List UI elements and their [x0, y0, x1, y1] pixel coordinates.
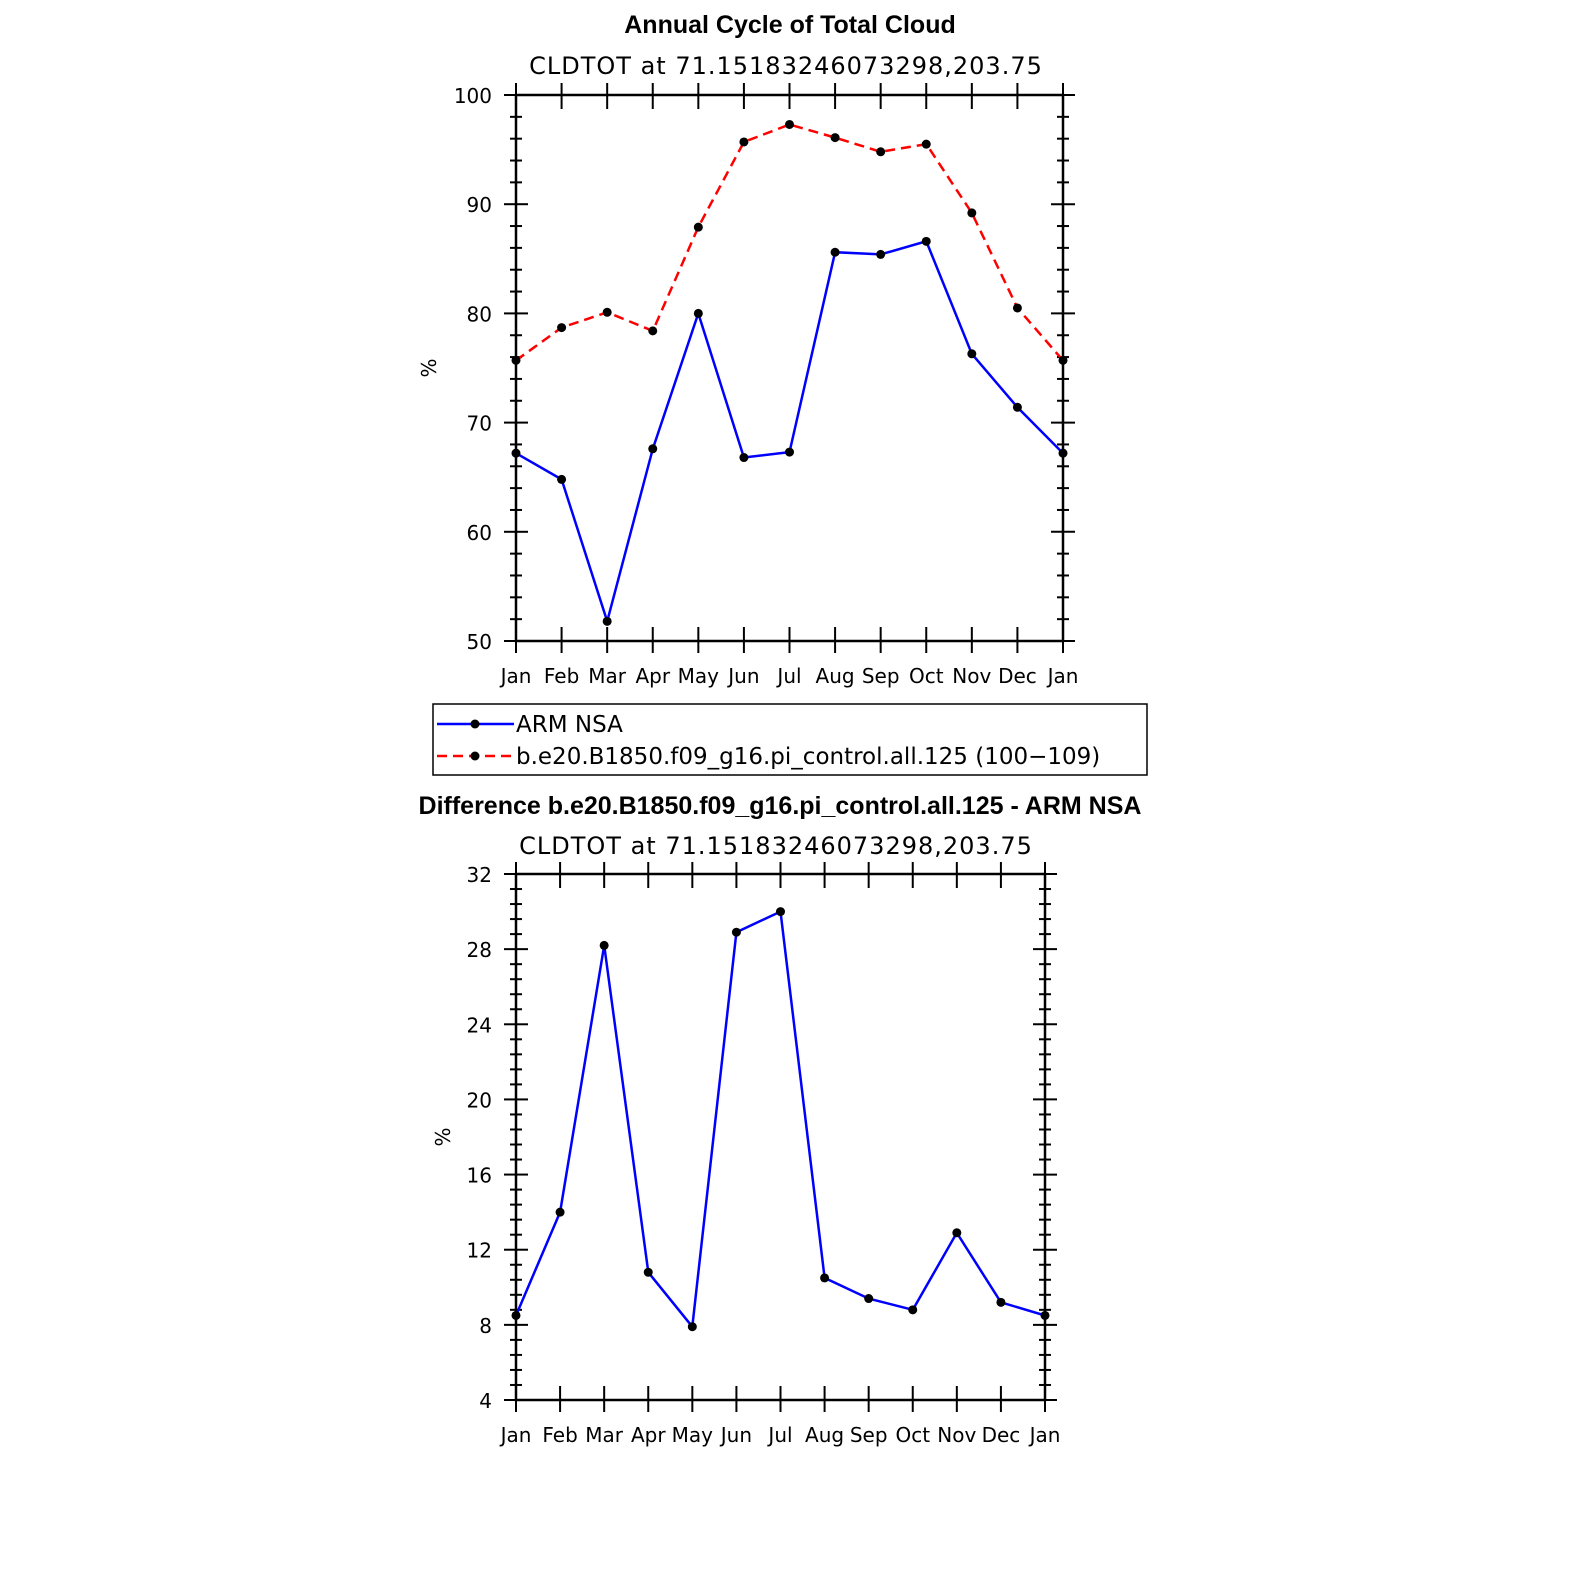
chart1-series-1-point — [1012, 303, 1022, 313]
chart1-x-tick-label: Jan — [499, 664, 532, 688]
chart2-series-0-point — [643, 1267, 653, 1277]
chart2-plot-frame — [514, 872, 1047, 1402]
chart1-x-tick-label: Jul — [775, 664, 801, 688]
chart1-series-0-point — [921, 236, 931, 246]
chart1-series-1-line — [515, 123, 1064, 362]
legend-label-arm-nsa: ARM NSA — [516, 712, 623, 738]
chart1-series-0-point — [1012, 402, 1022, 412]
chart1-series-0-point — [785, 447, 794, 457]
chart1-x-tick-label: Feb — [544, 664, 579, 688]
chart1-series-0-point — [511, 448, 521, 458]
chart1-series-0-point — [648, 444, 658, 454]
chart1-series-0-point — [830, 247, 840, 257]
chart1-series-0-point — [602, 616, 612, 626]
chart1-series-0-point — [557, 474, 567, 484]
chart1-legend: ARM NSA b.e20.B1850.f09_g16.pi_control.a… — [432, 703, 1148, 776]
chart2-y-tick-label: 8 — [479, 1314, 492, 1338]
chart2-subtitle: CLDTOT at 71.15183246073298,203.75 — [519, 832, 1033, 860]
chart2-y-tick-label: 4 — [479, 1389, 492, 1413]
chart1-y-tick-label: 60 — [467, 521, 492, 545]
chart2-x-tick-label: Oct — [895, 1423, 930, 1447]
chart2-series-0-point — [555, 1207, 565, 1217]
chart2-series-0-point — [776, 907, 785, 917]
chart2-plot: 4 8 12 16 20 24 28 32 Jan Feb Mar Apr May Jun Jul Aug Se… — [467, 862, 1061, 1447]
chart2-series-0-point — [599, 940, 609, 950]
chart1-series-1-point — [785, 119, 794, 129]
chart2-series-0-point — [731, 927, 741, 937]
chart2-x-tick-label: Jun — [719, 1423, 752, 1447]
chart1-x-tick-label: Mar — [588, 664, 627, 688]
chart1-plot: 50 60 70 80 90 100 Jan Feb Mar Apr May Jun Jul Aug Sep… — [454, 83, 1079, 688]
chart1-series-1-point — [511, 355, 521, 365]
chart1-x-tick-label: Dec — [998, 664, 1037, 688]
chart2-series-0-point — [864, 1294, 874, 1304]
chart2-series-0-point — [820, 1273, 830, 1283]
chart2-x-tick-label: Aug — [805, 1423, 844, 1447]
chart1-x-tick-label: Nov — [952, 664, 991, 688]
chart1-series-1-point — [876, 147, 886, 157]
chart2-x-tick-label: Dec — [982, 1423, 1021, 1447]
legend-marker-model — [470, 751, 480, 761]
chart1-plot-frame — [514, 93, 1065, 643]
chart1-series-0-line — [515, 239, 1064, 626]
chart1-series-1-point — [967, 208, 977, 218]
chart1-x-tick-label: May — [678, 664, 720, 688]
chart1-x-tick-label: Jan — [1046, 664, 1079, 688]
chart1-series-0-point — [876, 249, 886, 259]
chart1-series-1-point — [739, 137, 749, 147]
chart1-series-0-point — [693, 308, 703, 318]
legend-box — [432, 703, 1148, 776]
chart2-y-tick-label: 16 — [467, 1164, 492, 1188]
chart2-y-tick-label: 12 — [467, 1239, 492, 1263]
chart2-x-tick-label: Jul — [766, 1423, 792, 1447]
legend-label-model: b.e20.B1850.f09_g16.pi_control.all.125 (… — [516, 744, 1100, 770]
chart2-y-tick-label: 32 — [467, 863, 492, 887]
chart1-series-1-point — [557, 323, 567, 333]
chart2-series-0-point — [687, 1322, 697, 1332]
chart1-series-1-point — [693, 222, 703, 232]
chart1-x-tick-label: Sep — [862, 664, 900, 688]
chart2-x-tick-label: Apr — [631, 1423, 666, 1447]
chart2-x-tick-label: Feb — [542, 1423, 577, 1447]
chart2-series-0-point — [952, 1228, 962, 1238]
chart1-series-0-point — [1058, 448, 1068, 458]
chart1-title: Annual Cycle of Total Cloud — [624, 11, 955, 39]
chart1-x-tick-label: Oct — [909, 664, 944, 688]
chart1-x-tick-label: Aug — [816, 664, 855, 688]
chart1-series-1-point — [602, 307, 612, 317]
chart1-series-1-point — [648, 326, 658, 336]
chart2-x-tick-label: Sep — [850, 1423, 888, 1447]
chart2-series-0-point — [1040, 1310, 1050, 1320]
chart2-y-tick-label: 28 — [467, 938, 492, 962]
chart2-series-0-line — [514, 909, 1046, 1330]
chart1-y-tick-label: 90 — [467, 193, 492, 217]
legend-marker-arm-nsa — [470, 719, 480, 729]
chart1-x-tick-label: Apr — [635, 664, 670, 688]
chart2-title: Difference b.e20.B1850.f09_g16.pi_contro… — [419, 792, 1142, 820]
chart1-series-0-point — [967, 349, 977, 359]
chart2-series-0-point — [996, 1297, 1006, 1307]
chart2-x-tick-label: Jan — [1028, 1423, 1061, 1447]
chart2-series-0-point — [908, 1305, 918, 1315]
chart1-series-0-point — [739, 453, 749, 463]
chart2-y-axis-label: % — [431, 1127, 455, 1146]
chart1-series-1-point — [921, 139, 931, 149]
chart1-y-axis-label: % — [417, 358, 441, 377]
chart2-x-tick-label: Jan — [499, 1423, 532, 1447]
chart2-x-tick-label: Nov — [937, 1423, 976, 1447]
chart1-y-tick-label: 50 — [467, 630, 492, 654]
chart1-y-tick-label: 70 — [467, 412, 492, 436]
chart2-x-tick-label: Mar — [585, 1423, 624, 1447]
chart1-subtitle: CLDTOT at 71.15183246073298,203.75 — [529, 52, 1043, 80]
chart1-series-1-point — [1058, 355, 1068, 365]
chart1-y-tick-label: 100 — [454, 84, 492, 108]
chart2-series-0-point — [511, 1310, 521, 1320]
chart2-y-tick-label: 24 — [467, 1013, 492, 1037]
chart2-y-tick-label: 20 — [467, 1088, 492, 1112]
chart1-y-tick-label: 80 — [467, 302, 492, 326]
chart1-x-tick-label: Jun — [726, 664, 759, 688]
chart2-x-tick-label: May — [672, 1423, 714, 1447]
chart1-series-1-point — [830, 133, 840, 143]
